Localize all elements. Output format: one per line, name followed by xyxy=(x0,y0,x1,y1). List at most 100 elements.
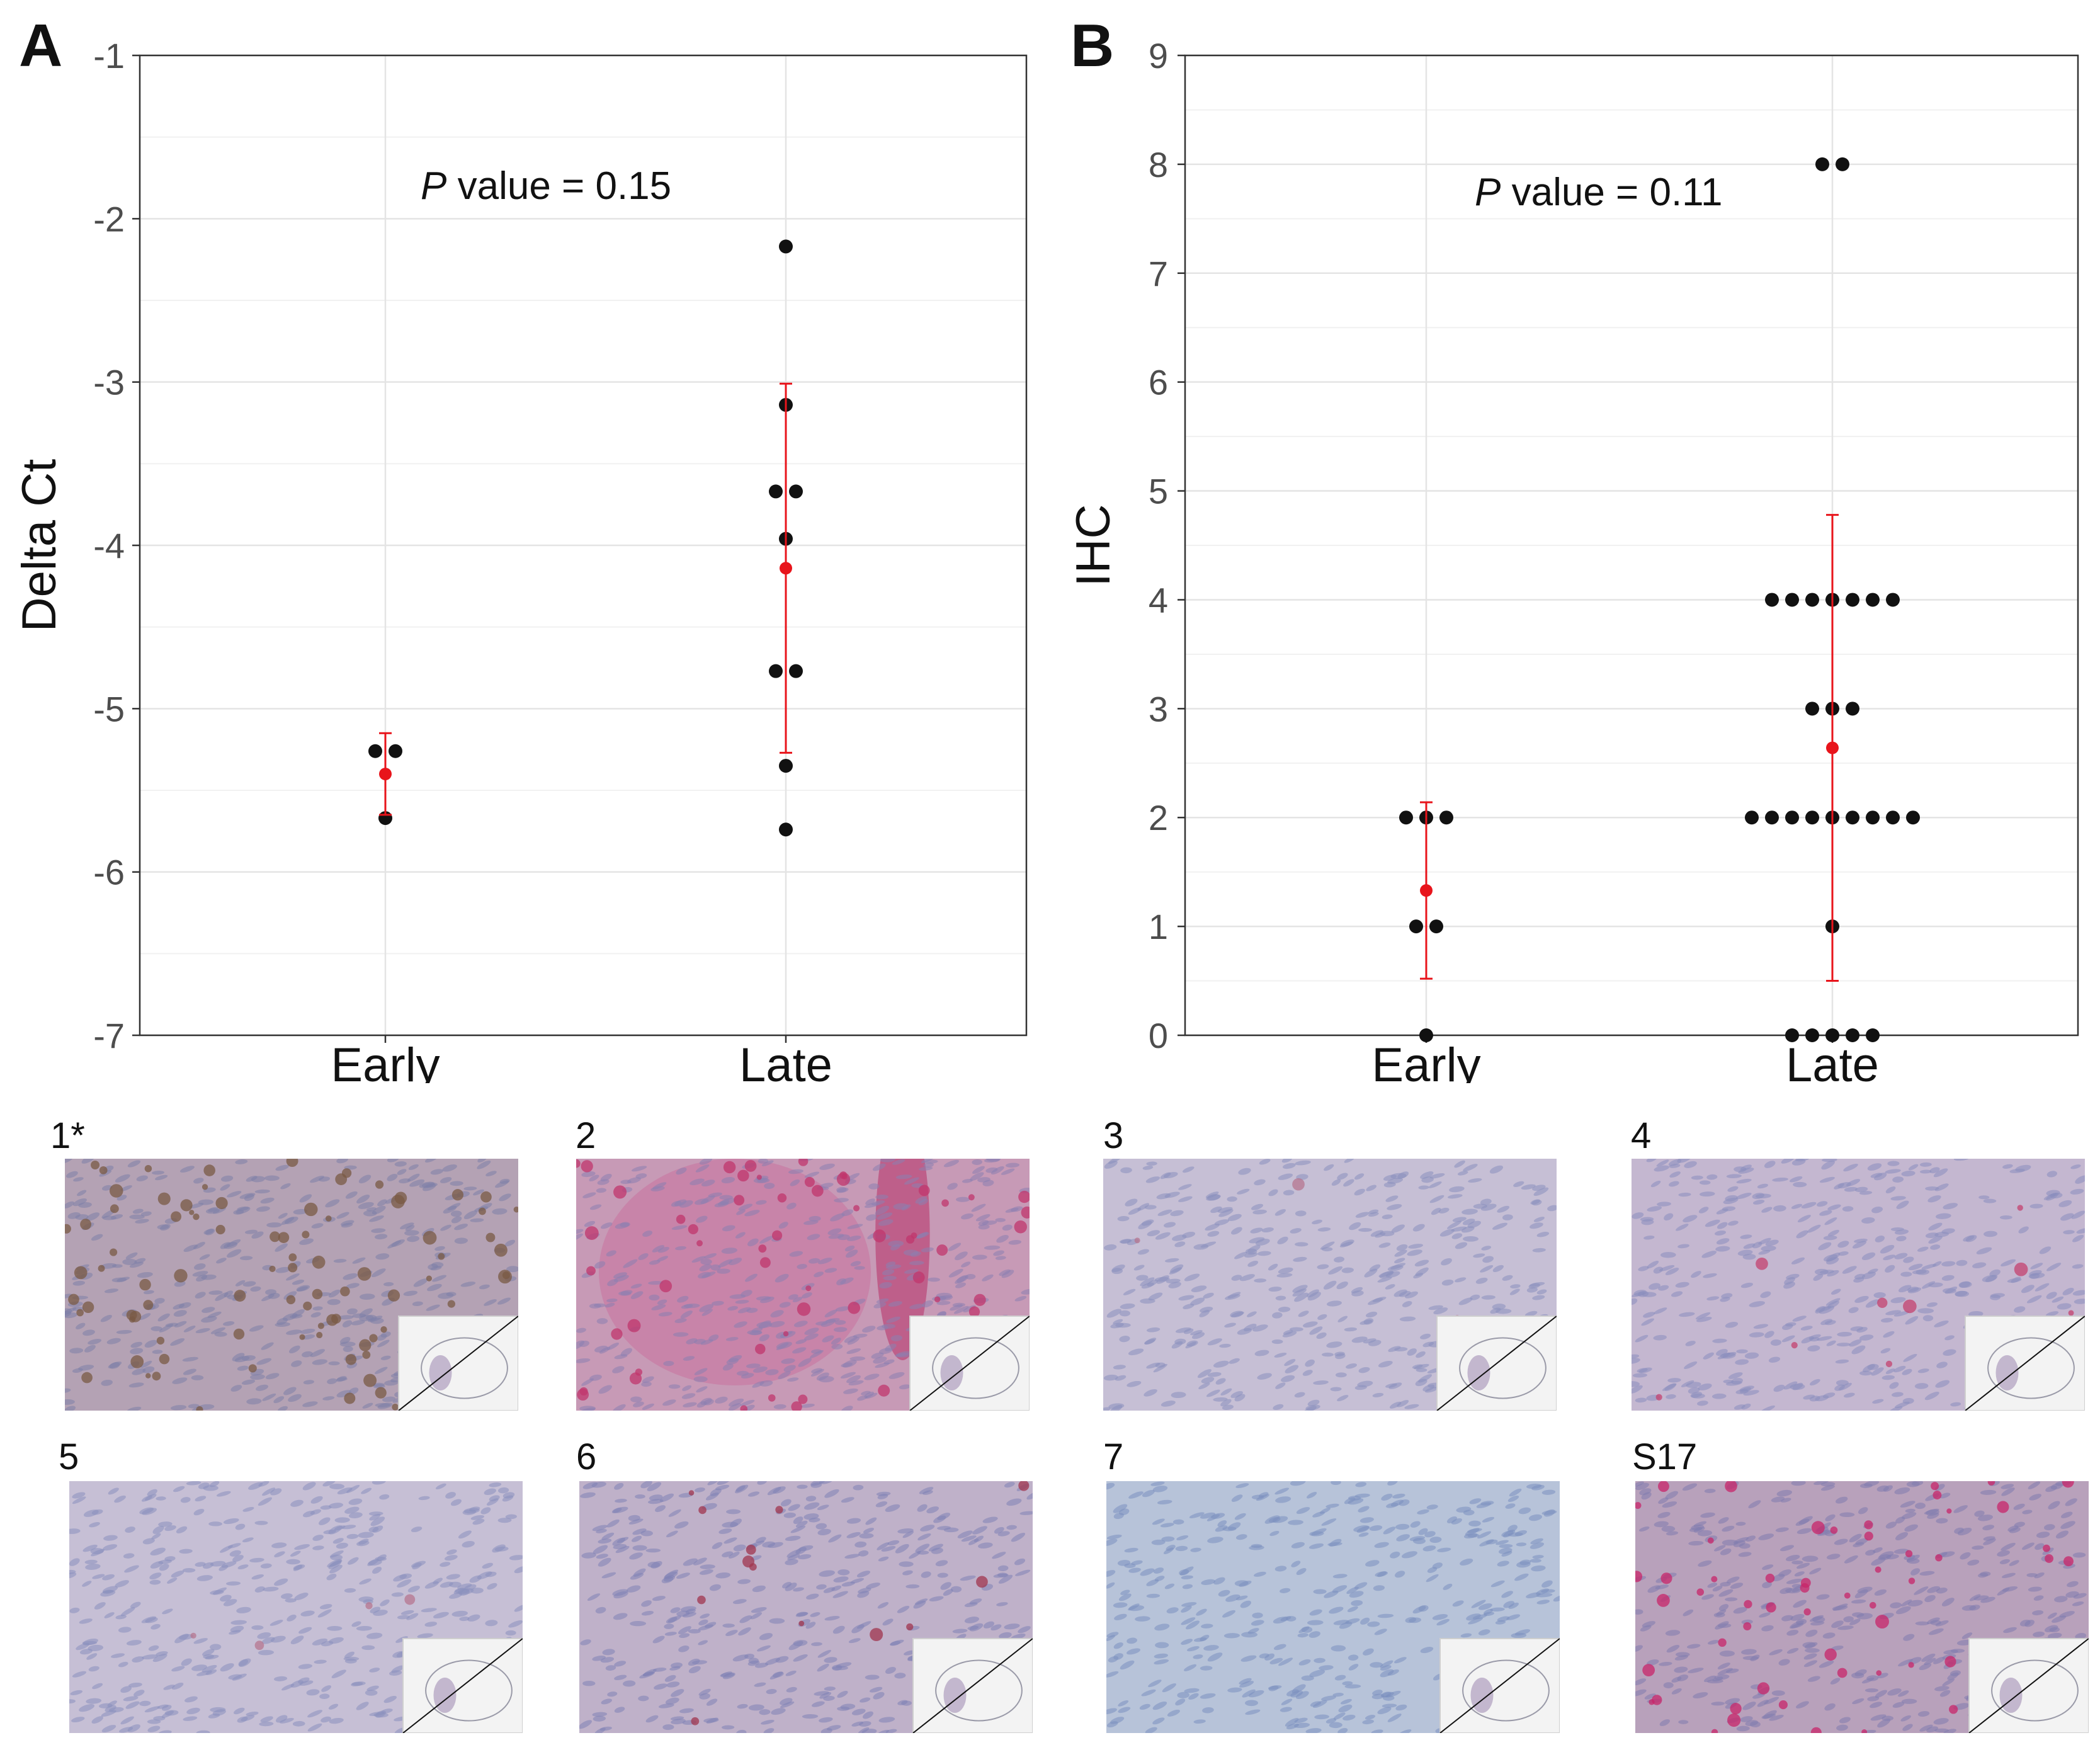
nucleus xyxy=(1181,1605,1192,1613)
nucleus xyxy=(811,1642,822,1646)
nucleus xyxy=(1106,1482,1115,1490)
nucleus xyxy=(1943,1203,1958,1210)
nucleus xyxy=(270,1620,283,1626)
nucleus xyxy=(152,1525,164,1534)
nucleus xyxy=(1900,1600,1912,1607)
nucleus xyxy=(477,1571,492,1579)
stained-cell xyxy=(1635,1571,1643,1583)
nucleus xyxy=(1394,1347,1408,1351)
stained-cell xyxy=(777,1193,787,1203)
stained-cell xyxy=(1730,1703,1742,1715)
nucleus xyxy=(1301,1626,1313,1633)
nucleus xyxy=(1957,1527,1972,1536)
nucleus xyxy=(1924,1392,1939,1401)
nucleus xyxy=(470,1515,485,1520)
nucleus xyxy=(1902,1368,1912,1375)
nucleus xyxy=(688,1666,701,1674)
nucleus xyxy=(943,1159,960,1168)
nucleus xyxy=(220,1184,230,1191)
nucleus xyxy=(358,1174,372,1184)
nucleus xyxy=(1677,1674,1689,1681)
nucleus xyxy=(1699,1191,1715,1197)
nucleus xyxy=(494,1546,509,1552)
nucleus xyxy=(1804,1642,1818,1649)
nucleus xyxy=(1431,1207,1441,1215)
nucleus xyxy=(1885,1368,1895,1374)
nucleus xyxy=(879,1282,892,1288)
nucleus xyxy=(1490,1580,1505,1588)
inset-outline xyxy=(1991,1659,2079,1722)
nucleus xyxy=(1264,1515,1280,1524)
nucleus xyxy=(1387,1714,1402,1722)
stained-cell xyxy=(144,1165,152,1173)
nucleus xyxy=(657,1256,669,1262)
nucleus xyxy=(642,1231,653,1237)
stained-cell xyxy=(91,1160,100,1170)
nucleus xyxy=(693,1557,707,1566)
nucleus xyxy=(171,1682,184,1690)
nucleus xyxy=(992,1552,1006,1559)
nucleus xyxy=(1369,1525,1383,1532)
stained-cell xyxy=(1905,1550,1913,1557)
nucleus xyxy=(2057,1303,2072,1310)
nucleus xyxy=(1184,1273,1200,1282)
nucleus xyxy=(688,1628,701,1634)
nucleus xyxy=(875,1194,888,1200)
nucleus xyxy=(299,1680,314,1686)
nucleus xyxy=(1541,1589,1555,1593)
nucleus xyxy=(1379,1231,1395,1237)
stained-cell xyxy=(746,1544,756,1555)
nucleus xyxy=(365,1690,378,1696)
nucleus xyxy=(1665,1268,1679,1275)
nucleus xyxy=(1296,1507,1310,1515)
stained-cell xyxy=(494,1243,508,1257)
nucleus xyxy=(1162,1683,1176,1693)
nucleus xyxy=(788,1169,803,1174)
nucleus xyxy=(1390,1551,1400,1559)
nucleus xyxy=(405,1225,415,1232)
nucleus xyxy=(873,1691,885,1700)
nucleus xyxy=(1785,1555,1800,1562)
nucleus xyxy=(1337,1395,1349,1402)
nucleus xyxy=(1410,1521,1421,1528)
histology-image xyxy=(1106,1481,1560,1733)
nucleus xyxy=(1749,1332,1764,1338)
inset-section xyxy=(1999,1678,2023,1713)
x-tick-label: Early xyxy=(331,1038,440,1083)
nucleus xyxy=(86,1698,102,1704)
nucleus xyxy=(1983,1538,1996,1545)
nucleus xyxy=(144,1706,161,1713)
nucleus xyxy=(1837,1331,1853,1337)
nucleus xyxy=(111,1277,127,1283)
nucleus xyxy=(1250,1227,1263,1234)
nucleus xyxy=(722,1521,739,1528)
nucleus xyxy=(1309,1669,1325,1677)
nucleus xyxy=(1826,1554,1841,1560)
stained-cell xyxy=(404,1594,416,1605)
nucleus xyxy=(1490,1607,1505,1612)
nucleus xyxy=(223,1518,239,1525)
nucleus xyxy=(115,1174,130,1183)
nucleus xyxy=(1001,1270,1014,1278)
nucleus xyxy=(434,1246,445,1251)
nucleus xyxy=(972,1254,987,1260)
nucleus xyxy=(105,1705,116,1712)
stained-cell xyxy=(380,1326,387,1333)
nucleus xyxy=(1467,1528,1482,1533)
nucleus xyxy=(817,1649,831,1658)
nucleus xyxy=(329,1550,344,1558)
nucleus xyxy=(1900,1501,1916,1508)
data-point xyxy=(1805,593,1819,607)
nucleus xyxy=(372,1205,386,1215)
nucleus xyxy=(1151,1539,1166,1545)
stained-cell xyxy=(451,1189,464,1201)
nucleus xyxy=(1371,1729,1383,1733)
nucleus xyxy=(344,1651,355,1659)
nucleus xyxy=(1632,1354,1640,1359)
nucleus xyxy=(871,1352,884,1359)
nucleus xyxy=(1690,1392,1703,1398)
nucleus xyxy=(972,1159,983,1165)
nucleus xyxy=(668,1384,681,1389)
nucleus xyxy=(1819,1176,1835,1183)
nucleus xyxy=(1632,1298,1638,1305)
